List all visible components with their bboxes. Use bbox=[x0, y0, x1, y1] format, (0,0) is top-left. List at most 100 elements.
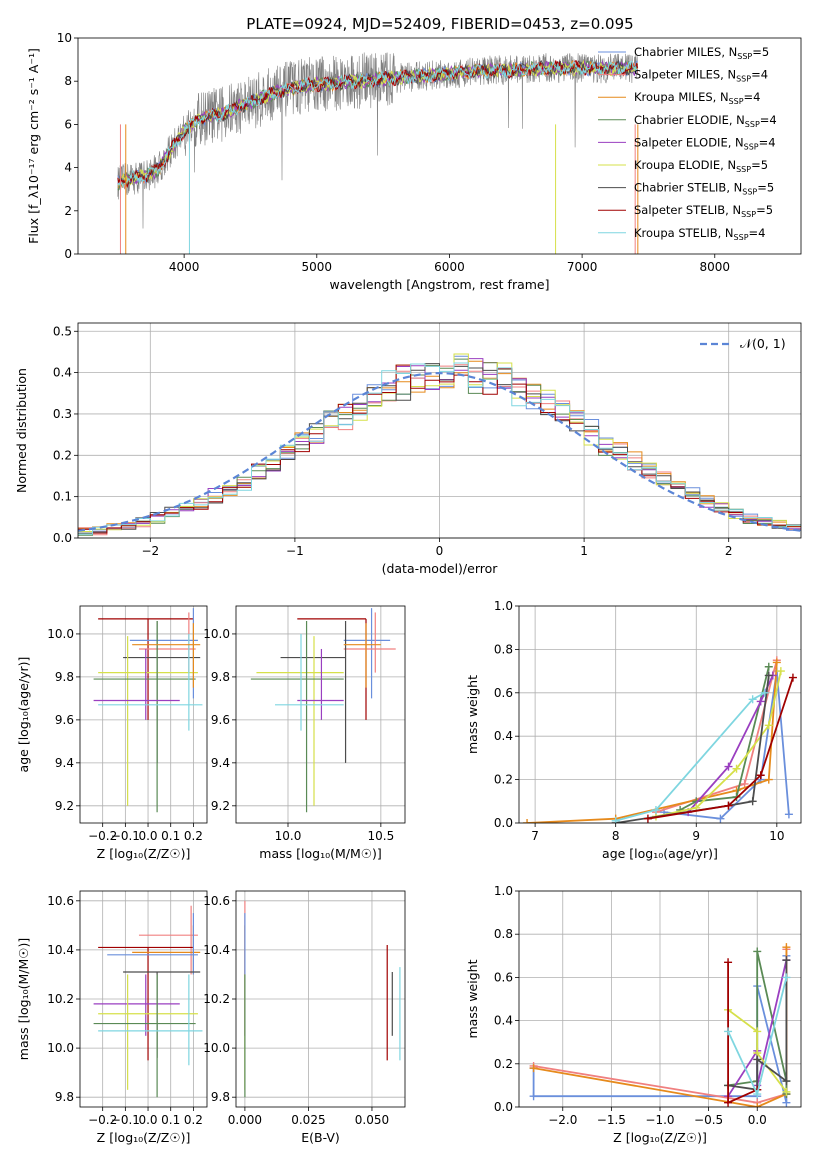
y-tick-label: 0.3 bbox=[53, 407, 72, 421]
panel-spectrum: 4000 5000 6000 7000 8000 0 2 4 6 8 10 wavelength [A… bbox=[26, 31, 802, 292]
mass-weight-marker bbox=[724, 1098, 733, 1107]
mass-weight-line bbox=[647, 677, 794, 820]
mass-weight-marker bbox=[782, 1077, 791, 1086]
grid bbox=[519, 605, 801, 824]
x-axis-label: Z [log₁₀(Z/Z☉)] bbox=[613, 1130, 707, 1145]
legend-entry: Salpeter ELODIE, NSSP=4 bbox=[634, 135, 776, 151]
y-axis-label: Flux [f_λ10⁻¹⁷ erg cm⁻² s⁻¹ A⁻¹] bbox=[26, 48, 41, 244]
y-tick-label: 10.0 bbox=[203, 627, 230, 641]
y-tick-label: 0.8 bbox=[494, 642, 513, 656]
y-tick-label: 0.4 bbox=[494, 1014, 513, 1028]
y-tick-label: 10 bbox=[57, 31, 72, 45]
legend-entry: Kroupa ELODIE, NSSP=5 bbox=[634, 158, 768, 174]
x-tick-label: 10 bbox=[769, 829, 784, 843]
y-tick-label: 0.0 bbox=[494, 816, 513, 830]
y-tick-label: 9.8 bbox=[211, 670, 230, 684]
x-tick-label: −0.2 bbox=[88, 1113, 117, 1127]
legend: Chabrier MILES, NSSP=5 Salpeter MILES, NS… bbox=[598, 45, 777, 242]
y-tick-label: 0.4 bbox=[53, 366, 72, 380]
x-axis-label: (data-model)/error bbox=[382, 561, 499, 576]
panel-mass_weight_vs_age: 7 8 9 10 0.0 0.2 0.4 0.6 0.8 1.0 age [log₁₀(age/yr… bbox=[465, 599, 802, 861]
y-tick-label: 10.4 bbox=[203, 943, 230, 957]
mass-weight-marker bbox=[753, 1055, 762, 1064]
x-tick-label: 0.1 bbox=[161, 829, 180, 843]
grid bbox=[80, 891, 207, 1107]
mass-weight-marker bbox=[732, 764, 741, 773]
x-tick-label: 4000 bbox=[169, 260, 200, 274]
plot-area bbox=[78, 353, 801, 536]
x-tick-label: −0.1 bbox=[111, 1113, 140, 1127]
y-tick-label: 9.8 bbox=[55, 670, 74, 684]
y-tick-label: 0.6 bbox=[494, 970, 513, 984]
x-axis-label: E(B-V) bbox=[301, 1130, 340, 1145]
y-tick-label: 9.4 bbox=[211, 756, 230, 770]
x-tick-label: 0.000 bbox=[228, 1113, 262, 1127]
legend-entry: Chabrier ELODIE, NSSP=4 bbox=[634, 113, 777, 129]
y-tick-label: 0.5 bbox=[53, 324, 72, 338]
model-spectrum bbox=[117, 59, 638, 189]
x-axis-label: mass [log₁₀(M/M☉)] bbox=[259, 846, 381, 861]
mass-weight-marker bbox=[782, 956, 791, 965]
x-axis-label: Z [log₁₀(Z/Z☉)] bbox=[97, 846, 191, 861]
residual-histogram bbox=[78, 364, 801, 534]
y-tick-label: 10.2 bbox=[203, 992, 230, 1006]
legend-entry: Salpeter STELIB, NSSP=5 bbox=[634, 203, 773, 219]
y-tick-label: 0.4 bbox=[494, 729, 513, 743]
axes-frame bbox=[77, 322, 802, 539]
panel-residuals: −2 −1 0 1 2 0.0 0.1 0.2 0.3 0.4 0.5 (data-model)/er… bbox=[14, 322, 802, 576]
y-tick-label: 0.2 bbox=[494, 1057, 513, 1071]
y-tick-label: 9.6 bbox=[55, 713, 74, 727]
mass-weight-marker bbox=[782, 1087, 791, 1096]
y-tick-label: 0.0 bbox=[53, 531, 72, 545]
residual-histogram bbox=[78, 362, 801, 535]
x-tick-label: 0.2 bbox=[184, 1113, 203, 1127]
mass-weight-marker bbox=[788, 673, 797, 682]
mass-weight-marker bbox=[753, 947, 762, 956]
x-tick-label: 0.2 bbox=[184, 829, 203, 843]
y-tick-label: 10.0 bbox=[203, 1041, 230, 1055]
figure-title: PLATE=0924, MJD=52409, FIBERID=0453, z=0… bbox=[246, 15, 633, 33]
mass-weight-marker bbox=[748, 695, 757, 704]
axes-frame bbox=[518, 890, 802, 1108]
mass-weight-line bbox=[679, 666, 770, 811]
mass-weight-marker bbox=[724, 801, 733, 810]
y-tick-label: 0.2 bbox=[494, 773, 513, 787]
y-tick-label: 9.6 bbox=[211, 713, 230, 727]
y-tick-label: 8 bbox=[64, 74, 72, 88]
y-tick-label: 10.0 bbox=[47, 627, 74, 641]
normal-curve bbox=[78, 371, 801, 532]
plot-area bbox=[93, 905, 203, 1098]
panel-age_vs_Z: −0.2−0.10.0 0.1 0.2 9.2 9.4 9.6 9.8 10.0 Z [log₁… bbox=[16, 605, 208, 861]
legend-entry: Kroupa STELIB, NSSP=4 bbox=[634, 226, 765, 242]
mass-weight-marker bbox=[724, 762, 733, 771]
legend-entry: Kroupa MILES, NSSP=4 bbox=[634, 90, 760, 106]
x-axis-label: Z [log₁₀(Z/Z☉)] bbox=[97, 1130, 191, 1145]
mass-weight-marker bbox=[753, 1027, 762, 1036]
plot-area bbox=[93, 608, 203, 813]
x-tick-label: 8000 bbox=[699, 260, 730, 274]
mass-weight-marker bbox=[776, 667, 785, 676]
legend-entry: 𝒩(0, 1) bbox=[740, 336, 786, 351]
mass-weight-marker bbox=[764, 775, 773, 784]
y-tick-label: 10.0 bbox=[47, 1041, 74, 1055]
panel-mass_vs_Z: −0.2−0.10.0 0.1 0.2 9.8 10.0 10.2 10.4 10.6 Z [l… bbox=[16, 890, 208, 1145]
mass-weight-marker bbox=[753, 1090, 762, 1099]
y-tick-label: 10.2 bbox=[47, 992, 74, 1006]
mass-weight-marker bbox=[611, 816, 620, 823]
mass-weight-marker bbox=[753, 1103, 762, 1107]
x-tick-label: 1 bbox=[580, 544, 588, 558]
y-tick-label: 9.2 bbox=[55, 799, 74, 813]
x-tick-label: 7000 bbox=[567, 260, 598, 274]
mass-weight-marker bbox=[529, 1092, 538, 1101]
y-axis-label: mass [log₁₀(M/M☉)] bbox=[16, 938, 31, 1060]
x-tick-label: −1 bbox=[286, 544, 304, 558]
legend-entry: Chabrier STELIB, NSSP=5 bbox=[634, 181, 774, 197]
axes-frame bbox=[79, 890, 208, 1108]
y-tick-label: 10.6 bbox=[203, 894, 230, 908]
plot-area bbox=[117, 52, 639, 254]
y-tick-label: 9.8 bbox=[211, 1090, 230, 1104]
axes-frame bbox=[77, 37, 802, 255]
mass-weight-marker bbox=[782, 943, 791, 952]
plot-area bbox=[244, 900, 401, 1098]
y-axis-label: Normed distribution bbox=[14, 368, 29, 493]
